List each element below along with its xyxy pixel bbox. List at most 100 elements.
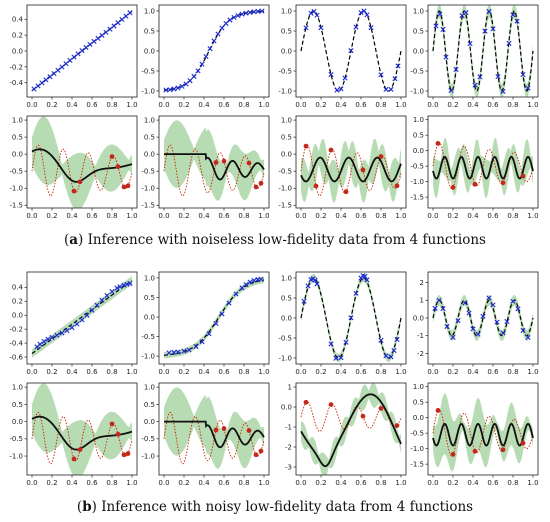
y-tick-label: 1.0: [281, 7, 292, 15]
lf-observation-marker: [166, 350, 172, 356]
x-tick-label: 0.4: [198, 368, 210, 376]
lf-observation-marker: [247, 9, 253, 16]
x-tick-label: 0.6: [218, 212, 230, 220]
hf-observation-marker: [394, 423, 400, 428]
hf-observation-marker: [435, 407, 441, 413]
predictive-mean-line: [31, 415, 133, 451]
hf-observation-marker: [115, 431, 121, 437]
lf-observation-marker: [226, 300, 232, 306]
target-function-line: [432, 141, 534, 190]
x-tick-label: 0.4: [467, 479, 479, 487]
y-tick-label: -1.0: [141, 185, 155, 193]
plot-area: [300, 383, 402, 475]
lf-observation-marker: [213, 320, 219, 327]
panel-b-hf-1: 0.0 0.2 0.4 0.6 0.8 1.0 -1.0 -0.5 0.0 0.5 1.0: [9, 382, 138, 487]
lf-observation-marker: [35, 83, 41, 89]
lf-observation-marker: [89, 307, 95, 313]
x-tick-label: 0.2: [178, 479, 189, 487]
axes-frame: [427, 382, 539, 476]
x-tick-label: 0.6: [86, 212, 98, 220]
lf-observation-marker: [243, 281, 249, 288]
x-tick-label: 0.8: [238, 101, 249, 109]
hf-observation-marker: [77, 179, 83, 185]
lf-observation-marker: [99, 32, 105, 38]
lf-observation-marker: [515, 306, 521, 312]
lf-observation-marker: [466, 310, 472, 316]
lf-observation-marker: [388, 86, 394, 93]
x-tick-label: 0.0: [158, 101, 169, 109]
hf-observation-marker: [213, 160, 219, 165]
lf-observation-marker: [500, 330, 506, 336]
lf-observation-marker: [179, 83, 185, 89]
hf-observation-marker: [303, 399, 309, 405]
y-tick-label: 0.2: [12, 298, 23, 306]
y-tick-label: -0.5: [9, 435, 23, 443]
plot-area: [300, 138, 402, 203]
y-tick-label: 0.4: [12, 284, 24, 292]
lf-observation-marker: [463, 9, 469, 16]
panel-b-lf-3: 0.0 0.2 0.4 0.6 0.8 1.0 -1.0 -0.5 0.0 0.5 1.0: [278, 271, 407, 376]
y-tick-label: 0.5: [281, 294, 292, 302]
lf-observation-marker: [167, 87, 173, 93]
y-tick-label: -1.0: [141, 452, 155, 460]
x-tick-label: 0.0: [427, 212, 438, 220]
x-tick-label: 0.0: [427, 101, 438, 109]
x-tick-label: 0.2: [46, 212, 57, 220]
y-tick-label: 1.0: [144, 7, 155, 15]
plot-area: [163, 8, 265, 93]
x-tick-label: 1.0: [258, 212, 269, 220]
x-tick-label: 0.8: [507, 212, 518, 220]
lf-observation-marker: [206, 331, 212, 337]
y-tick-label: 0.0: [281, 403, 292, 411]
x-tick-label: 1.0: [126, 101, 137, 109]
lf-observation-marker: [193, 343, 199, 350]
lf-observation-marker: [127, 280, 133, 287]
hf-observation-marker: [253, 184, 259, 190]
lf-observation-marker: [504, 318, 510, 325]
y-tick-label: 0.0: [413, 314, 424, 322]
x-tick-label: 0.8: [375, 368, 386, 376]
hf-observation-marker: [450, 184, 456, 190]
lf-observation-marker: [117, 284, 123, 290]
x-tick-label: 0.4: [467, 101, 479, 109]
hf-observation-marker: [121, 452, 127, 458]
lf-observation-marker: [83, 44, 89, 51]
y-tick-label: 1.0: [281, 116, 292, 124]
y-tick-label: 1.0: [12, 384, 23, 392]
caption-b-text: Inference with noisy low-fidelity data f…: [101, 499, 474, 515]
y-tick-label: -0.5: [141, 168, 155, 176]
plot-area: [300, 273, 402, 362]
lf-observation-marker: [258, 276, 264, 282]
y-tick-label: -1.5: [9, 202, 23, 210]
axes-frame: [26, 382, 138, 476]
panel-a-lf-2: 0.0 0.2 0.4 0.6 0.8 1.0 -1.0 -0.5 0.0 0.5 1.0: [141, 4, 270, 109]
lf-observation-marker: [219, 25, 225, 31]
axes-frame: [158, 382, 270, 476]
lf-observation-marker: [318, 25, 324, 31]
y-tick-label: -0.2: [9, 326, 23, 334]
lf-observation-marker: [436, 297, 442, 303]
lf-observation-marker: [123, 13, 129, 19]
uncertainty-band: [433, 295, 533, 341]
y-tick-label: 1.0: [281, 274, 292, 282]
x-tick-label: 0.4: [335, 101, 347, 109]
lf-observation-marker: [433, 23, 439, 29]
y-tick-label: 0.2: [12, 32, 23, 40]
uncertainty-band: [164, 387, 264, 469]
x-tick-label: 1.0: [395, 479, 406, 487]
hf-observation-marker: [472, 448, 478, 454]
lf-observation-marker: [510, 298, 516, 304]
lf-observation-marker: [199, 339, 205, 345]
panel-a-lf-4: 0.0 0.2 0.4 0.6 0.8 1.0 -1.0 -0.5 0.0 0.5 1.0: [410, 4, 539, 109]
y-tick-label: -0.5: [278, 168, 292, 176]
lf-observation-marker: [181, 348, 187, 354]
lf-observation-marker: [432, 305, 438, 311]
lf-observation-marker: [54, 332, 60, 338]
y-tick-label: 1.0: [144, 274, 155, 282]
lf-observation-marker: [378, 337, 384, 343]
lf-observation-marker: [215, 31, 221, 37]
x-tick-label: 0.2: [315, 479, 326, 487]
y-tick-label: 1.0: [144, 116, 155, 124]
lf-observation-marker: [175, 349, 181, 355]
